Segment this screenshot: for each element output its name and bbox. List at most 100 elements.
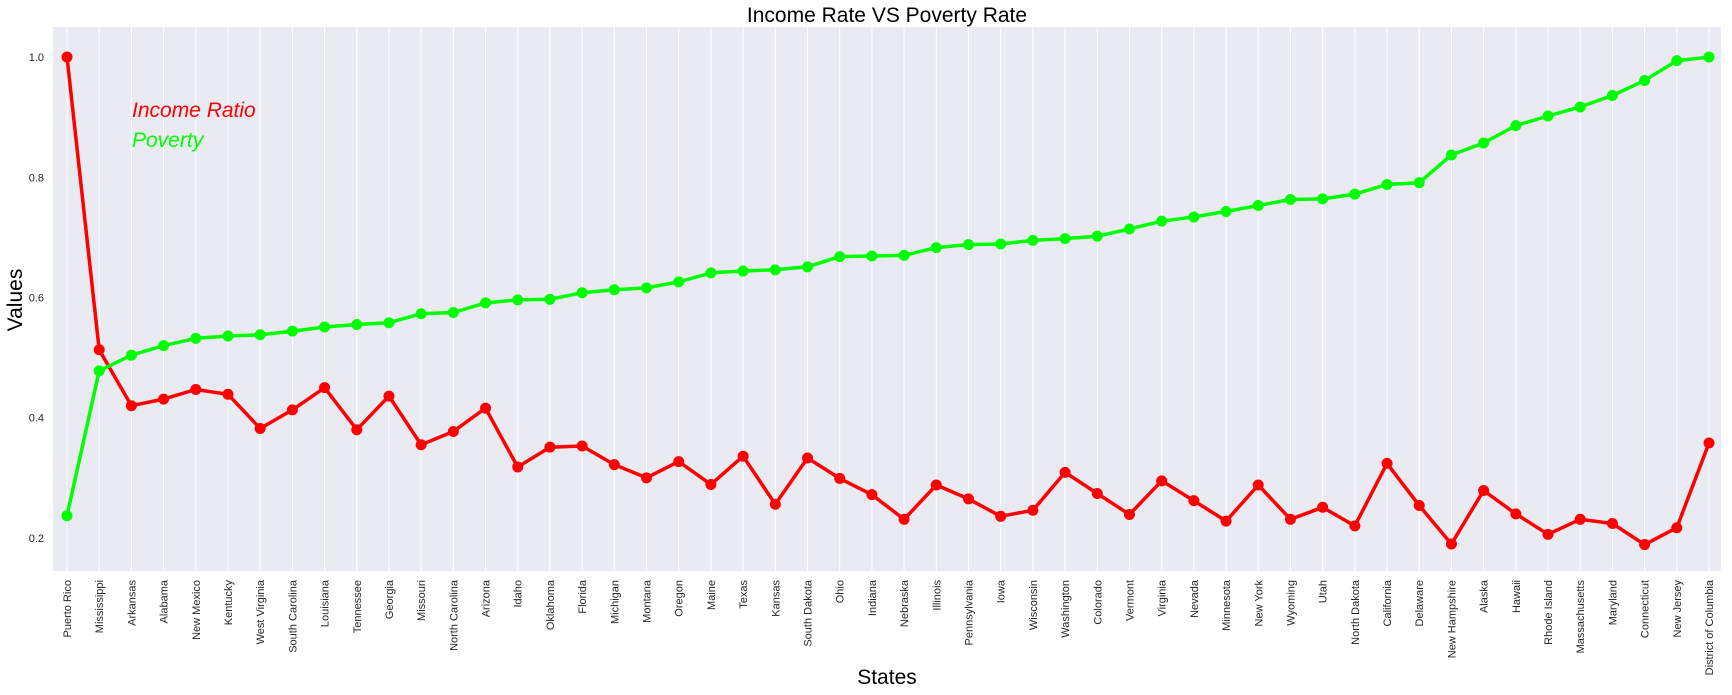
x-tick-label: Texas [738, 580, 750, 609]
x-tick-label: Illinois [931, 580, 943, 611]
x-tick-label: Wisconsin [1028, 580, 1040, 630]
x-tick-label: North Carolina [448, 579, 460, 651]
x-tick-label: Kansas [770, 580, 782, 617]
series-0-point [1284, 513, 1296, 525]
series-1-point [1123, 223, 1135, 235]
x-tick-label: Montana [642, 579, 654, 623]
series-0-point [1220, 515, 1232, 527]
series-1-point [319, 321, 331, 333]
series-0-point [1381, 457, 1393, 469]
series-1-point [1606, 90, 1618, 102]
x-tick-label: California [1382, 579, 1394, 626]
y-tick-label: 0.8 [29, 172, 44, 184]
chart-title: Income Rate VS Poverty Rate [747, 4, 1027, 27]
series-0-point [641, 472, 653, 484]
x-axis-ticks: Puerto Rico Mississippi Arkansas Alabama New… [62, 579, 1716, 675]
series-0-point [61, 51, 73, 63]
series-1-point [1317, 193, 1329, 205]
series-0-point [512, 461, 524, 473]
series-lines [61, 51, 1715, 551]
series-1-point [1284, 194, 1296, 206]
series-1-point [1156, 215, 1168, 227]
series-0-point [834, 472, 846, 484]
x-tick-label: Mississippi [94, 580, 106, 633]
series-0-point [1606, 518, 1618, 530]
series-1-point [866, 250, 878, 262]
x-tick-label: District of Columbia [1704, 579, 1716, 675]
x-tick-label: Colorado [1092, 580, 1104, 625]
x-tick-label: Louisiana [320, 579, 332, 627]
series-1-point [125, 349, 137, 361]
series-0-point [1027, 504, 1039, 516]
x-tick-label: Delaware [1414, 580, 1426, 626]
x-tick-label: Iowa [996, 579, 1008, 603]
series-0-point [1671, 522, 1683, 534]
series-0-point [1349, 520, 1361, 532]
series-1-point [834, 251, 846, 263]
x-tick-label: Oklahoma [545, 579, 557, 630]
series-1-point [222, 330, 234, 342]
x-tick-label: Alabama [159, 579, 171, 623]
x-tick-label: South Dakota [803, 579, 815, 647]
series-0-point [1639, 539, 1651, 551]
x-tick-label: North Dakota [1350, 579, 1362, 645]
series-1-point [1542, 110, 1554, 122]
series-0-point [190, 383, 202, 395]
x-tick-label: South Carolina [287, 579, 299, 653]
series-1-point [383, 317, 395, 329]
x-tick-label: Arizona [481, 579, 493, 617]
x-axis-title: States [857, 666, 917, 689]
series-0-point [125, 400, 137, 412]
x-tick-label: Maine [706, 580, 718, 610]
x-tick-label: Tennessee [352, 580, 364, 633]
series-0-point [544, 441, 556, 453]
series-0-point [576, 440, 588, 452]
x-tick-label: Florida [577, 579, 589, 614]
series-1-point [1445, 149, 1457, 161]
series-1-point [254, 329, 266, 341]
series-1-point [930, 242, 942, 254]
series-line-1 [65, 55, 1710, 517]
y-tick-label: 1.0 [29, 52, 44, 64]
series-0-point [1123, 508, 1135, 520]
series-0-point [608, 459, 620, 471]
series-0-point [1156, 475, 1168, 487]
series-0-point [1703, 437, 1715, 449]
x-tick-label: Pennsylvania [963, 579, 975, 645]
x-tick-label: Nevada [1189, 579, 1201, 618]
x-tick-label: New Mexico [191, 580, 203, 640]
series-1-point [351, 319, 363, 331]
series-1-point [705, 267, 717, 279]
series-1-point [995, 238, 1007, 250]
series-0-point [1542, 528, 1554, 540]
series-1-point [1349, 188, 1361, 200]
series-0-point [1574, 513, 1586, 525]
series-1-point [447, 307, 459, 319]
series-0-point [1188, 495, 1200, 507]
series-1-point [737, 265, 749, 277]
series-0-point [866, 489, 878, 501]
series-1-point [158, 340, 170, 352]
series-0-point [1317, 501, 1329, 513]
y-axis-ticks: 0.2 0.4 0.6 0.8 1.0 [29, 52, 44, 545]
series-1-point [61, 510, 73, 522]
series-1-point [1027, 234, 1039, 246]
x-tick-label: Vermont [1124, 580, 1136, 621]
legend-poverty: Poverty [132, 129, 205, 152]
x-tick-label: Ohio [835, 580, 847, 603]
series-1-point [512, 294, 524, 306]
x-tick-label: Missouri [416, 580, 428, 621]
series-0-point [480, 402, 492, 414]
series-1-point [1574, 101, 1586, 113]
series-0-point [254, 423, 266, 435]
series-0-point [351, 424, 363, 436]
series-1-point [962, 239, 974, 251]
plot-background [53, 27, 1721, 571]
series-1-point [1671, 55, 1683, 67]
x-tick-label: Minnesota [1221, 579, 1233, 631]
series-1-point [1381, 178, 1393, 190]
x-tick-label: Connecticut [1640, 580, 1652, 638]
y-tick-label: 0.6 [29, 292, 44, 304]
series-0-point [737, 450, 749, 462]
series-1-point [1639, 74, 1651, 86]
